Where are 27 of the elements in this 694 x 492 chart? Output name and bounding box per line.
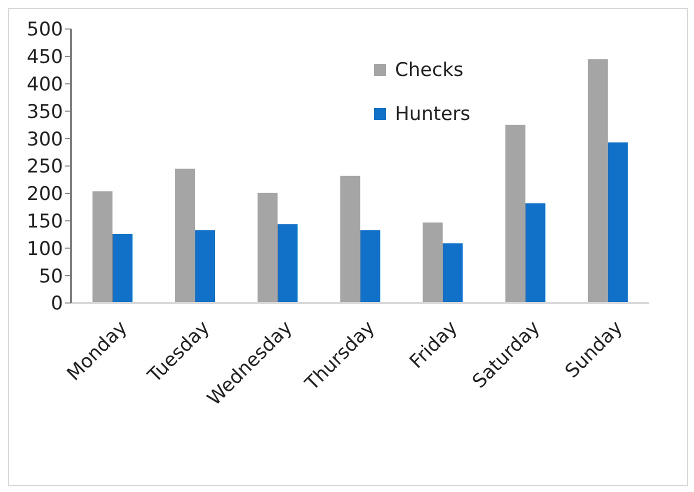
y-tick-label: 100 <box>26 238 63 260</box>
y-tick-label: 0 <box>50 292 63 315</box>
bar <box>112 234 132 303</box>
bar <box>175 168 196 303</box>
bar <box>608 142 628 303</box>
y-tick-label: 50 <box>38 265 63 288</box>
legend-label: Checks <box>394 59 464 81</box>
y-tick-label: 400 <box>26 74 63 96</box>
bar <box>278 224 298 303</box>
bar <box>442 243 463 303</box>
bar <box>92 191 112 303</box>
bar <box>195 230 216 303</box>
bar <box>340 176 360 303</box>
legend-label: Hunters <box>394 103 470 125</box>
y-tick-label: 450 <box>26 46 63 68</box>
bar <box>360 230 380 303</box>
y-tick-label: 200 <box>26 183 63 206</box>
y-tick-label: 300 <box>26 128 63 150</box>
y-tick-label: 150 <box>26 210 63 233</box>
y-tick-label: 250 <box>26 156 63 178</box>
bar <box>422 222 443 303</box>
bar <box>588 59 608 303</box>
bar <box>505 124 526 303</box>
y-tick-label: 350 <box>26 100 63 123</box>
y-tick-label: 500 <box>26 18 63 41</box>
bar <box>525 203 546 303</box>
bar <box>258 192 278 303</box>
